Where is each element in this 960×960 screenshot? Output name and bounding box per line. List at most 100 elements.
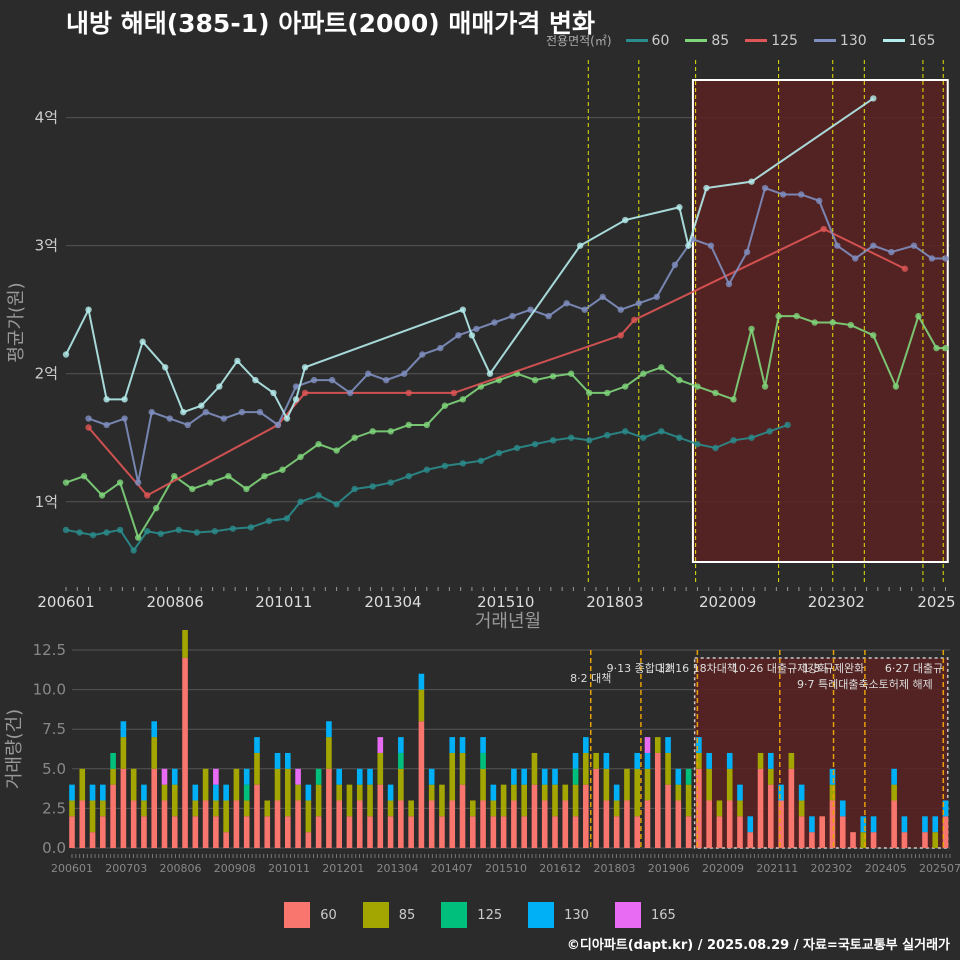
bar-60 — [500, 816, 507, 848]
bar-60 — [593, 768, 599, 848]
data-point-85 — [658, 364, 665, 371]
x-tick-label: 201201 — [322, 862, 364, 875]
data-point-85 — [892, 383, 900, 390]
bar-130 — [336, 768, 343, 785]
y-tick-label: 2억 — [35, 365, 58, 383]
bar-60 — [747, 832, 754, 848]
bar-60 — [171, 816, 178, 848]
bar-85 — [644, 768, 651, 801]
bar-85 — [572, 784, 579, 817]
data-point-130 — [635, 300, 642, 307]
bar-85 — [264, 800, 271, 817]
data-point-130 — [888, 248, 895, 256]
data-point-130 — [581, 306, 588, 313]
bar-130 — [356, 768, 363, 785]
data-point-85 — [134, 534, 142, 541]
bar-60 — [439, 816, 445, 848]
data-point-60 — [676, 434, 683, 441]
data-point-130 — [617, 306, 624, 313]
bar-60 — [408, 816, 414, 848]
legend-label: 165 — [908, 32, 936, 49]
bar-60 — [583, 784, 589, 848]
data-point-165 — [468, 332, 476, 339]
bar-85 — [768, 768, 774, 785]
data-point-60 — [694, 440, 701, 448]
data-point-60 — [423, 466, 431, 473]
bar-60 — [459, 784, 466, 848]
data-point-130 — [653, 293, 661, 301]
bar-130 — [839, 800, 846, 817]
policy-annotation: 9·13 종합대책 — [607, 662, 675, 675]
data-point-165 — [622, 216, 629, 224]
data-point-85 — [351, 434, 358, 441]
data-point-60 — [784, 421, 791, 429]
highlight-region — [691, 79, 949, 563]
bar-85 — [932, 832, 939, 848]
bar-85 — [624, 768, 630, 801]
bar-85 — [161, 784, 168, 801]
data-point-125 — [901, 265, 909, 272]
bar-85 — [192, 800, 199, 817]
bar-60 — [202, 800, 209, 848]
data-point-60 — [766, 428, 773, 435]
bar-130 — [706, 752, 712, 769]
bar-130 — [860, 816, 867, 833]
data-point-165 — [216, 383, 223, 390]
bar-60 — [891, 800, 897, 848]
data-point-130 — [134, 479, 142, 486]
x-axis-title: 거래년월 — [475, 611, 541, 630]
data-point-130 — [274, 421, 282, 429]
data-point-130 — [707, 242, 715, 249]
x-tick-label: 202009 — [699, 593, 756, 611]
bar-130 — [901, 816, 908, 833]
data-point-85 — [676, 376, 683, 384]
bar-60 — [644, 800, 651, 848]
bar-60 — [182, 657, 188, 848]
data-point-60 — [157, 530, 164, 537]
legend-line-swatch — [685, 39, 708, 42]
data-point-85 — [829, 319, 836, 326]
bar-85 — [315, 784, 322, 817]
bar-165 — [161, 768, 168, 785]
source-caption: ©디아파트(dapt.kr) / 2025.08.29 / 자료=국토교통부 실… — [566, 938, 950, 953]
bar-130 — [100, 784, 106, 801]
x-tick-label: 201803 — [586, 593, 643, 611]
data-point-130 — [437, 344, 444, 352]
bar-60 — [192, 816, 199, 848]
data-point-85 — [870, 332, 877, 339]
data-point-85 — [915, 312, 922, 320]
bar-165 — [377, 737, 384, 753]
bar-130 — [768, 752, 774, 769]
x-tick-label: 200806 — [147, 593, 204, 611]
legend-swatch — [528, 902, 555, 928]
bar-130 — [696, 737, 702, 753]
data-point-165 — [283, 415, 291, 422]
data-point-85 — [622, 383, 629, 390]
data-point-130 — [455, 332, 462, 339]
bar-60 — [100, 816, 106, 848]
bar-130 — [223, 784, 229, 801]
data-point-85 — [531, 376, 539, 384]
bar-130 — [798, 784, 805, 801]
bar-60 — [428, 800, 435, 848]
data-point-85 — [712, 389, 719, 397]
legend-item-60: 60 — [284, 902, 337, 928]
bar-130 — [829, 768, 836, 785]
bar-60 — [110, 784, 116, 848]
x-tick-label: 201510 — [485, 862, 527, 875]
x-tick-label: 202507 — [919, 862, 960, 875]
bar-85 — [696, 752, 702, 769]
bar-130 — [428, 768, 435, 785]
data-point-165 — [676, 204, 683, 211]
bar-60 — [737, 816, 743, 848]
data-point-130 — [816, 197, 823, 205]
data-point-60 — [211, 528, 219, 535]
y-axis-title: 평균가(원) — [6, 282, 27, 362]
data-point-130 — [509, 312, 516, 320]
bar-60 — [685, 816, 692, 848]
data-point-130 — [870, 242, 877, 249]
bar-60 — [829, 800, 836, 848]
bar-85 — [336, 784, 343, 801]
legend-item-130: 130 — [808, 33, 873, 49]
bar-125 — [243, 784, 250, 801]
